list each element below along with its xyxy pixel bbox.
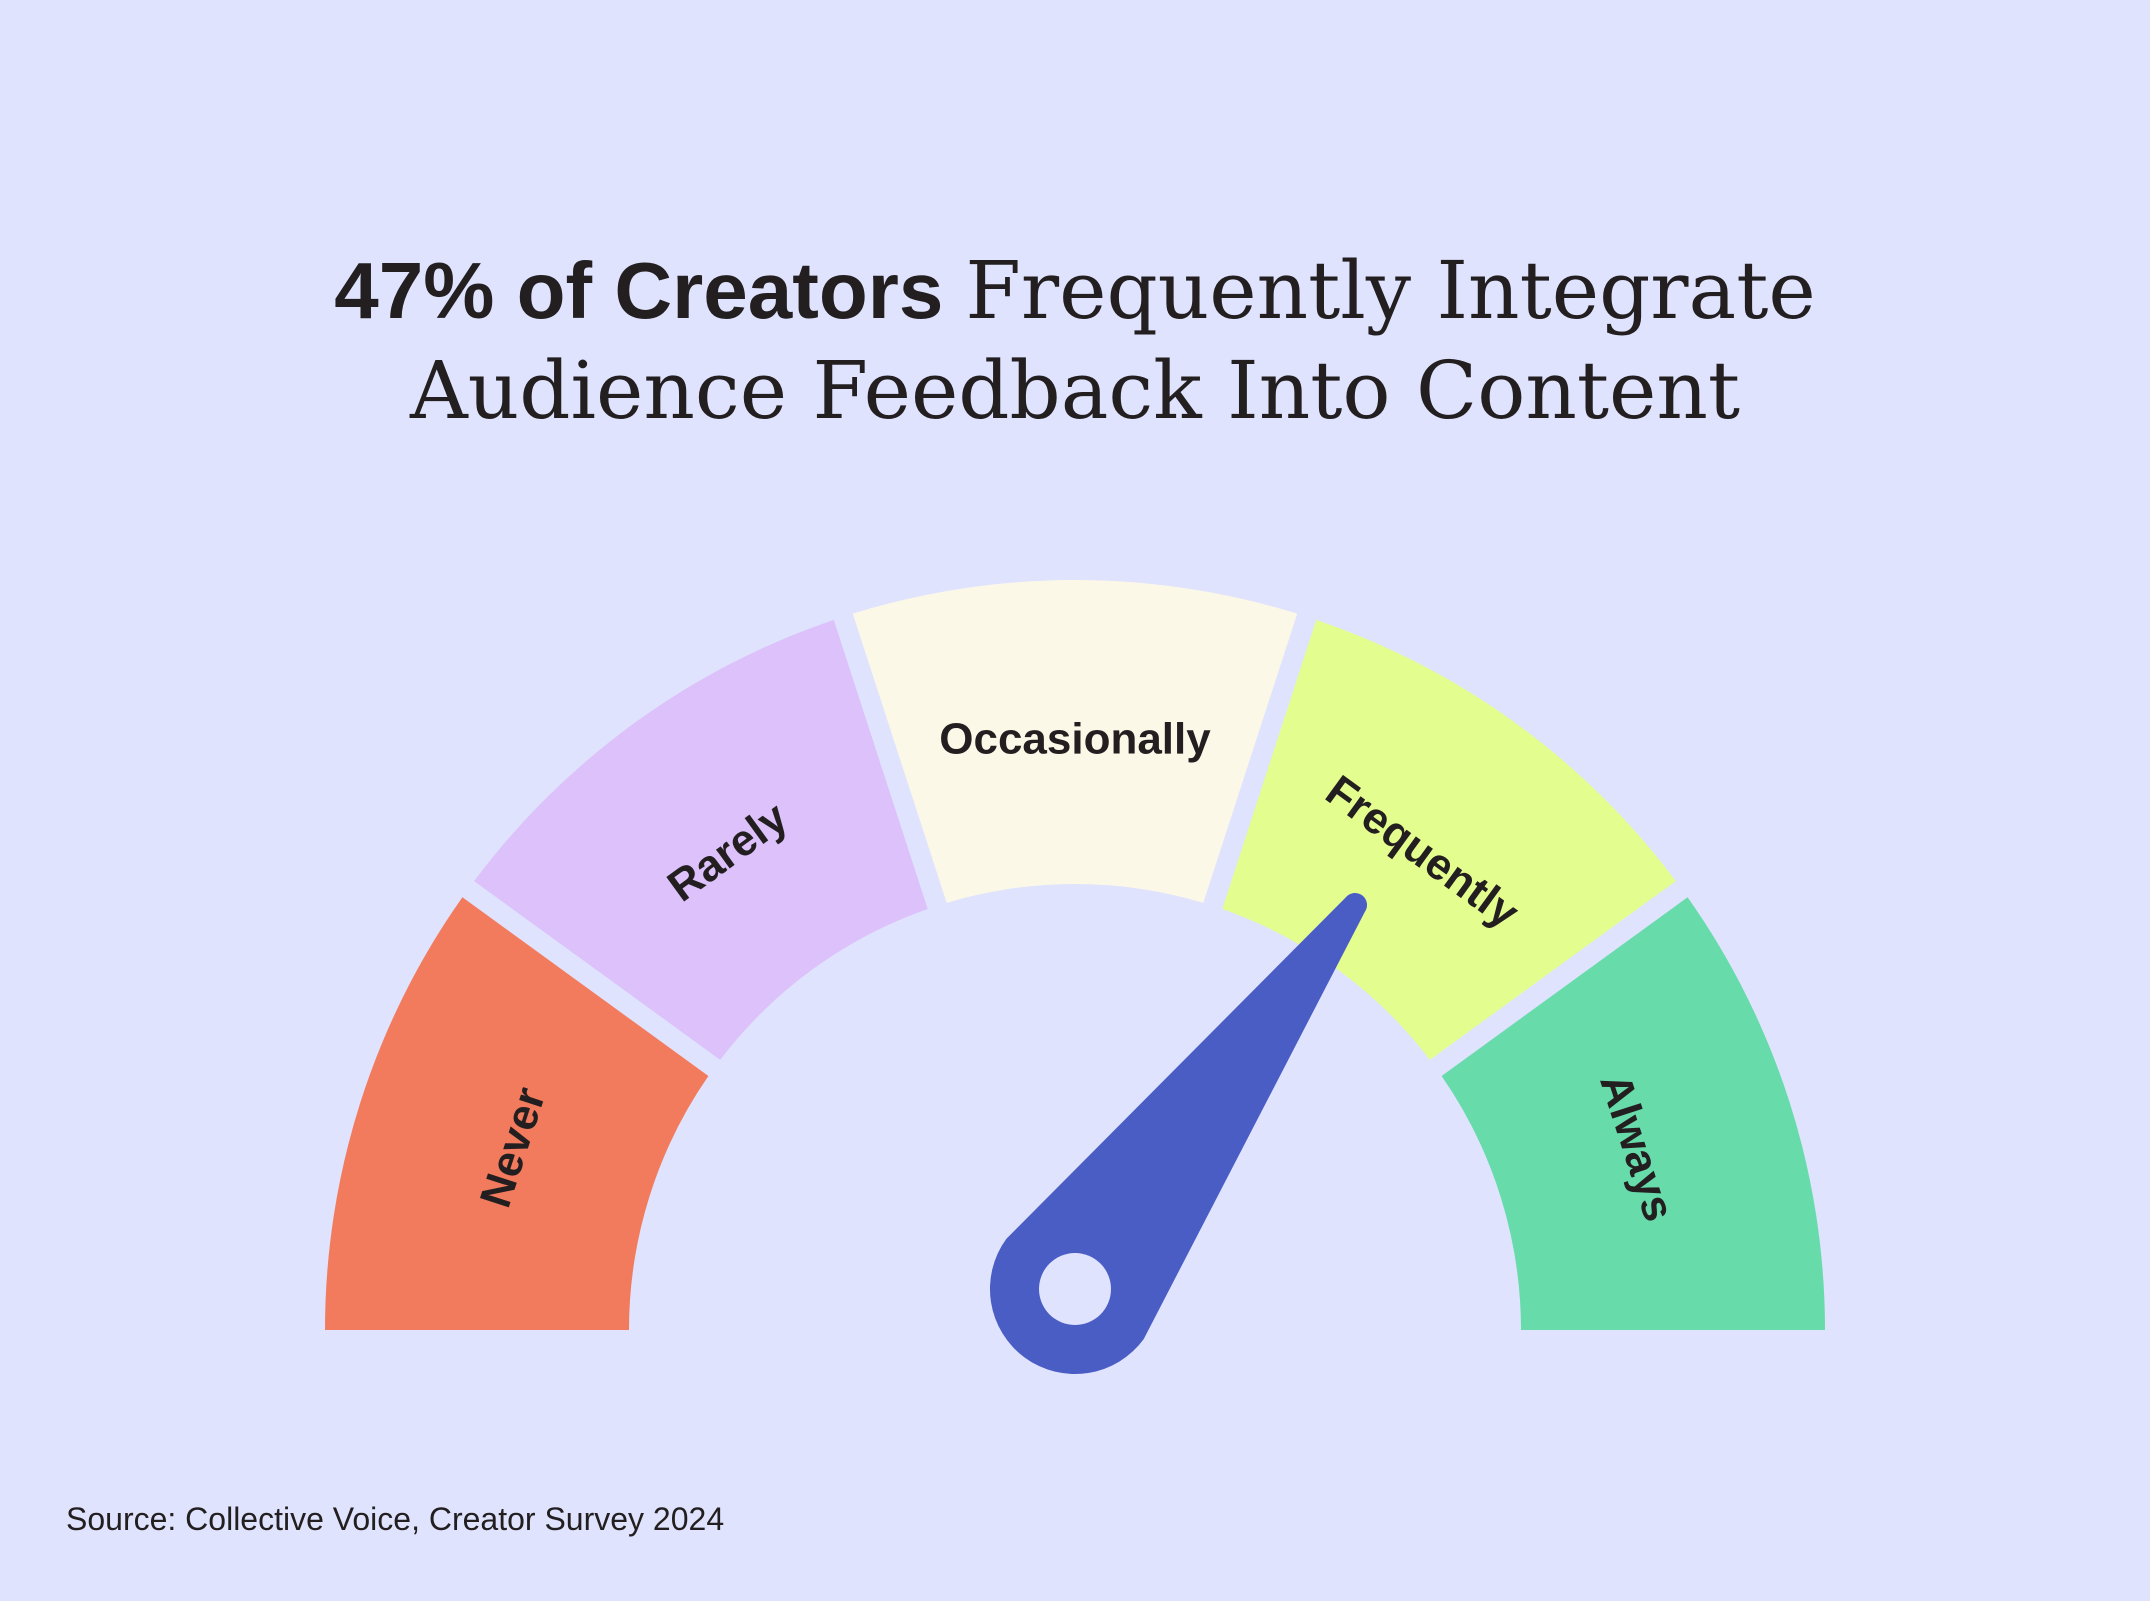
source: Source: Collective Voice, Creator Survey… [66, 1501, 724, 1537]
title-line: Audience Feedback Into Content [409, 344, 1740, 437]
chart-title: 47% of Creators Frequently Integrate [334, 244, 1815, 337]
segment-label: Occasionally [939, 715, 1211, 764]
gauge-segment [852, 579, 1298, 903]
gauge-segment [1441, 897, 1825, 1330]
gauge-segment [325, 897, 709, 1330]
needle-hub [1039, 1253, 1111, 1325]
title-line: Frequently Integrate [965, 244, 1815, 337]
needle [989, 892, 1368, 1375]
title-bold: 47% of Creators [334, 246, 943, 335]
needle-body [989, 892, 1368, 1375]
gauge-segment [474, 619, 928, 1060]
